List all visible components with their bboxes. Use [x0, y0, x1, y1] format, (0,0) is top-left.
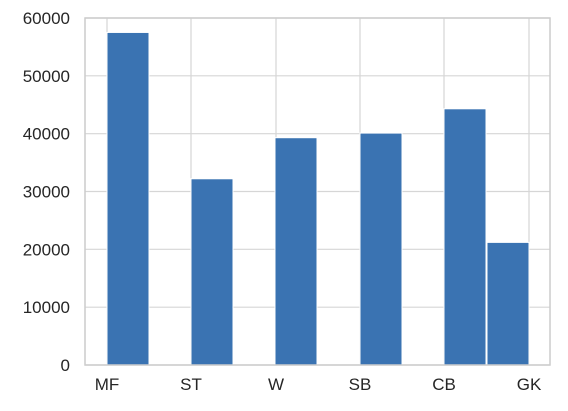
x-tick-label: CB: [432, 375, 456, 394]
x-tick-label: MF: [95, 375, 120, 394]
x-tick-label: ST: [180, 375, 202, 394]
x-tick-label: SB: [349, 375, 372, 394]
y-tick-label: 10000: [23, 298, 70, 317]
bar-sb: [359, 132, 403, 366]
y-tick-label: 40000: [23, 125, 70, 144]
x-tick-label: GK: [517, 375, 542, 394]
x-axis-tick-labels: MF ST W SB CB GK: [95, 375, 542, 394]
y-tick-label: 0: [61, 356, 70, 375]
bar-mf: [106, 31, 150, 366]
y-tick-label: 20000: [23, 240, 70, 259]
x-tick-label: W: [268, 375, 284, 394]
y-tick-label: 60000: [23, 9, 70, 28]
plot-frame: [84, 17, 551, 366]
bar-st: [190, 178, 234, 366]
y-tick-label: 30000: [23, 183, 70, 202]
y-axis-tick-labels: 0 10000 20000 30000 40000 50000 60000: [23, 9, 70, 375]
bar-gk: [486, 241, 530, 366]
y-tick-label: 50000: [23, 67, 70, 86]
bar-w: [274, 137, 318, 366]
bars: [106, 31, 530, 366]
bar-cb: [443, 108, 487, 366]
